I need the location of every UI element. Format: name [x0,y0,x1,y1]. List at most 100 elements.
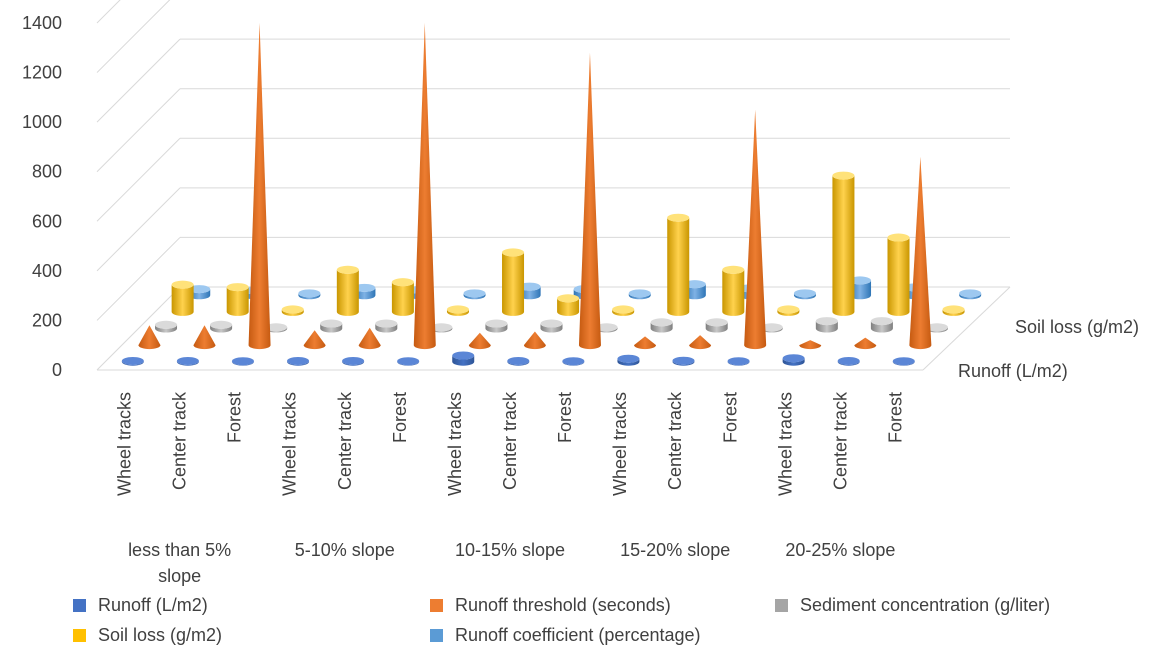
cylinder-body [793,293,816,300]
cylinder-body [557,298,580,316]
group-label: 20-25% slope [785,540,895,560]
cylinder-top [336,265,359,274]
bar-soil-loss-g-m2--0 [171,280,194,316]
y-tick-label: 1400 [22,13,62,33]
gridline-side [96,237,181,321]
bar-runoff-l-m2--4 [342,356,365,366]
bar-sediment-concentration-g-liter--2 [265,323,288,333]
bar-runoff-l-m2--8 [562,357,585,366]
cone-mark [468,332,491,350]
cylinder-top [672,356,695,365]
cylinder-top [176,356,199,365]
bar-soil-loss-g-m2--13 [887,233,910,316]
bar-runoff-coefficient-percentage--6 [518,282,541,300]
bar-soil-loss-g-m2--14 [942,305,965,316]
bar-runoff-l-m2--0 [121,356,144,366]
cone-mark [248,22,271,350]
cylinder-body [265,327,288,333]
cylinder-top [815,317,838,326]
cylinder-body [959,293,982,300]
cylinder-top [782,354,805,363]
y-tick-label: 800 [32,162,62,182]
cylinder-top [391,278,414,287]
cylinder-top [155,320,178,329]
cylinder-top [959,289,982,298]
cylinder-top [210,320,233,329]
cone-mark [799,340,822,350]
cylinder-body [887,237,910,316]
x-tick-label: Wheel tracks [280,392,300,496]
cylinder-top [188,285,211,294]
bar-soil-loss-g-m2--1 [226,283,249,316]
cylinder-body [722,269,745,316]
bar-soil-loss-g-m2--2 [281,305,304,316]
bar-runoff-l-m2--10 [672,356,695,366]
cylinder-top [760,323,783,332]
cylinder-top [705,318,728,327]
x-tick-label: Center track [335,391,355,490]
cylinder-body [320,323,343,333]
cone-mark [523,331,546,350]
cylinder-top [793,289,816,298]
bar-runoff-l-m2--11 [727,357,750,366]
cylinder-top [397,357,420,366]
bar-sediment-concentration-g-liter--1 [210,320,233,333]
cone-mark [358,327,381,350]
cylinder-top [557,294,580,303]
bar-runoff-threshold-seconds--6 [468,332,491,350]
cylinder-body [463,293,486,300]
cone-mark [303,330,326,350]
gridline-side [96,137,181,222]
cylinder-top [430,323,453,332]
cylinder-top [892,357,915,366]
cylinder-top [287,356,310,365]
x-tick-label: Wheel tracks [445,392,465,496]
group-label: 5-10% slope [295,540,395,560]
depth-axis-label: Soil loss (g/m2) [1015,317,1139,337]
bar-soil-loss-g-m2--7 [557,294,580,316]
bar-sediment-concentration-g-liter--13 [870,317,893,333]
cylinder-top [281,305,304,314]
x-tick-label: Wheel tracks [775,392,795,496]
y-tick-label: 200 [32,310,62,330]
cylinder-body [870,321,893,333]
cylinder-top [121,356,144,365]
cylinder-body [650,322,673,333]
bar-sediment-concentration-g-liter--4 [375,319,398,333]
bar-runoff-threshold-seconds--0 [138,325,161,350]
bar-soil-loss-g-m2--10 [722,265,745,316]
bar-sediment-concentration-g-liter--14 [925,323,948,333]
y-tick-label: 0 [52,360,62,380]
cylinder-body [777,309,800,316]
bar-sediment-concentration-g-liter--7 [540,319,563,333]
bar-runoff-threshold-seconds--1 [193,325,216,350]
bar-runoff-threshold-seconds--5 [413,22,436,350]
bar-runoff-threshold-seconds--4 [358,327,381,350]
cylinder-body [121,360,144,366]
cylinder-body [155,324,178,333]
bar-runoff-coefficient-percentage--14 [959,289,982,300]
cylinder-body [452,355,475,366]
cylinder-top [518,282,541,291]
bar-runoff-threshold-seconds--7 [523,331,546,350]
cylinder-body [705,322,728,333]
bar-runoff-threshold-seconds--2 [248,22,271,350]
cylinder-body [815,321,838,333]
bar-sediment-concentration-g-liter--3 [320,319,343,333]
cylinder-body [176,360,199,366]
cylinder-body [782,358,805,366]
bar-runoff-coefficient-percentage--0 [188,285,211,300]
cylinder-body [667,217,690,316]
cylinder-top [870,317,893,326]
cylinder-body [925,327,948,333]
cone-mark [744,109,767,350]
y-tick-label: 1000 [22,112,62,132]
group-label: 15-20% slope [620,540,730,560]
cylinder-body [760,327,783,333]
bar-soil-loss-g-m2--9 [667,213,690,316]
y-tick-label: 1200 [22,63,62,83]
gridline-side [96,0,121,24]
bar-soil-loss-g-m2--4 [391,278,414,316]
cylinder-body [281,309,304,316]
cylinder-body [683,284,706,300]
